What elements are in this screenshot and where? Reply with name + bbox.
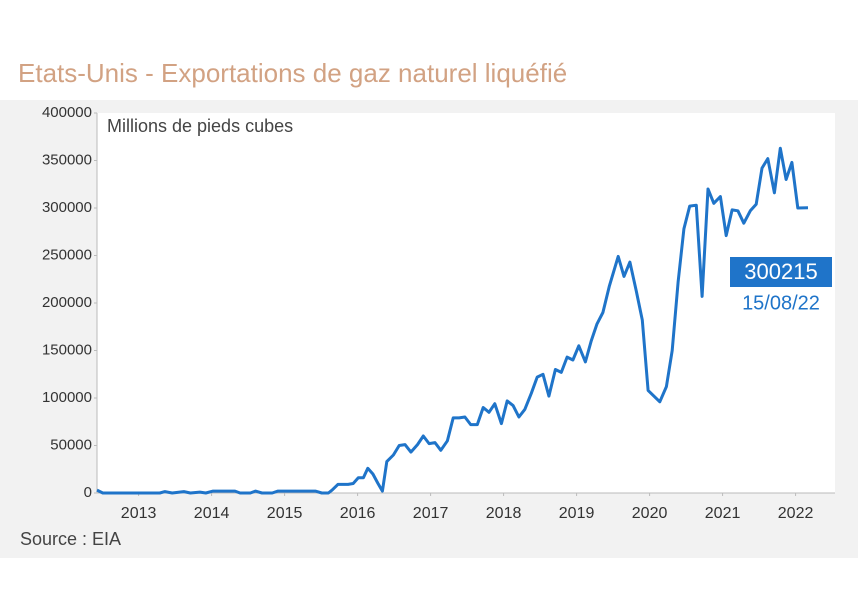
y-tick-label: 250000 [42, 246, 92, 263]
series-line [96, 146, 809, 495]
y-tick-label: 100000 [42, 389, 92, 406]
x-tick-label: 2014 [194, 505, 230, 522]
annotation-box [730, 257, 832, 287]
y-tick-label: 350000 [42, 151, 92, 168]
annotation-date: 15/08/22 [742, 292, 820, 314]
y-tick-label: 300000 [42, 199, 92, 216]
x-tick-label: 2020 [632, 505, 668, 522]
source: Source : EIA [20, 529, 121, 549]
y-axis-label: Millions de pieds cubes [107, 116, 293, 136]
x-tick-label: 2018 [486, 505, 522, 522]
y-tick-label: 400000 [42, 104, 92, 121]
x-tick-label: 2021 [705, 505, 741, 522]
annotation-value: 300215 [744, 259, 817, 284]
x-tick-label: 2022 [778, 505, 814, 522]
y-tick-label: 150000 [42, 341, 92, 358]
y-tick-label: 0 [84, 484, 92, 501]
y-tick-label: 50000 [50, 436, 92, 453]
x-tick-label: 2016 [340, 505, 376, 522]
x-tick-label: 2015 [267, 505, 303, 522]
x-tick-label: 2019 [559, 505, 595, 522]
plot-area [97, 113, 835, 493]
y-tick-label: 200000 [42, 294, 92, 311]
x-tick-label: 2013 [121, 505, 157, 522]
chart-title: Etats-Unis - Exportations de gaz naturel… [18, 58, 567, 88]
x-tick-label: 2017 [413, 505, 449, 522]
